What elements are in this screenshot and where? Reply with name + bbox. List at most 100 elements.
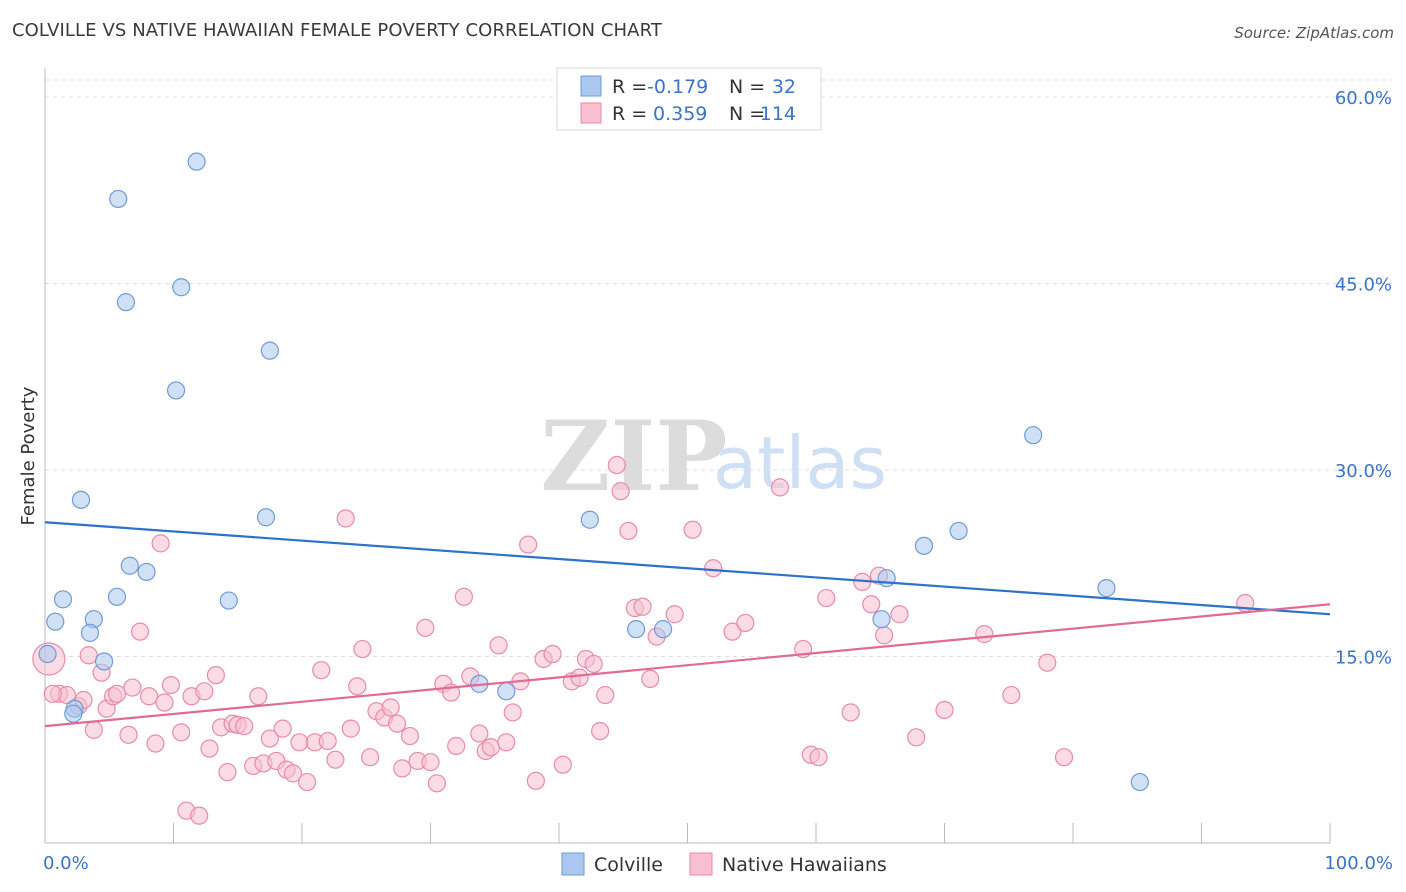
point-hawaiian-108 [975, 625, 994, 644]
point-hawaiian-10 [107, 684, 127, 703]
point-hawaiian-73 [526, 771, 545, 790]
point-colville-7 [256, 508, 276, 527]
point-hawaiian-95 [770, 478, 790, 497]
point-hawaiian-75 [543, 644, 562, 664]
legend-n-value-hawaiian: 114 [760, 103, 796, 125]
point-hawaiian-32 [249, 687, 268, 706]
point-hawaiian-45 [336, 509, 355, 528]
source-credit: Source: ZipAtlas.com [1234, 24, 1394, 42]
point-hawaiian-25 [206, 666, 226, 685]
point-colville-16 [95, 652, 114, 671]
point-colville-28 [949, 521, 968, 541]
legend-r-value-hawaiian: 0.359 [653, 103, 707, 125]
point-colville-23 [626, 620, 646, 639]
point-hawaiian-111 [1054, 748, 1074, 767]
point-hawaiian-68 [489, 636, 508, 655]
point-hawaiian-11 [119, 725, 138, 744]
point-colville-27 [914, 536, 934, 555]
point-hawaiian-5 [79, 646, 98, 665]
trend-lines [44, 521, 1331, 728]
point-colville-21 [497, 682, 516, 701]
point-colville-12 [219, 591, 238, 610]
x-tick-label-1: 100.0% [1324, 853, 1393, 874]
point-hawaiian-36 [273, 719, 292, 738]
legend-r-value-colville: -0.179 [647, 76, 708, 98]
point-hawaiian-105 [890, 605, 909, 624]
legend-r-label-colville: R = [612, 76, 647, 98]
legend-swatch-hawaiian [580, 102, 602, 124]
point-hawaiian-13 [130, 622, 150, 641]
point-hawaiian-46 [341, 719, 360, 738]
point-hawaiian-102 [862, 595, 881, 614]
point-hawaiian-110 [1038, 653, 1057, 672]
legend-r-label-hawaiian: R = [612, 103, 647, 125]
point-hawaiian-42 [312, 661, 331, 680]
point-hawaiian-52 [381, 698, 400, 717]
point-colville-3 [116, 293, 136, 312]
point-hawaiian-53 [387, 714, 407, 733]
point-hawaiian-48 [353, 639, 372, 659]
legend-swatch-colville [580, 75, 602, 97]
point-hawaiian-91 [683, 520, 702, 539]
point-hawaiian-47 [348, 677, 367, 696]
point-hawaiian-90 [665, 605, 684, 624]
point-hawaiian-39 [290, 733, 309, 752]
point-hawaiian-107 [935, 700, 954, 720]
point-colville-8 [120, 556, 139, 575]
point-hawaiian-43 [318, 731, 337, 751]
point-colville-10 [53, 590, 73, 609]
point-colville-5 [166, 381, 186, 400]
point-colville-1 [109, 189, 128, 209]
point-hawaiian-14 [139, 687, 159, 706]
watermark-zip: ZIP [540, 400, 727, 513]
y-tick-label-3: 60.0% [1335, 88, 1392, 109]
point-hawaiian-19 [172, 723, 191, 742]
x-tick-label-0: 0.0% [43, 853, 89, 874]
legend-bottom-label-colville: Colville [594, 854, 663, 876]
point-hawaiian-70 [503, 703, 522, 722]
point-colville-6 [71, 490, 91, 509]
legend-top: R = -0.179 N = 32 R = 0.359 N = 114 [556, 67, 822, 131]
legend-bottom-swatch-colville [561, 852, 585, 876]
point-hawaiian-40 [298, 772, 317, 792]
watermark-atlas: atlas [713, 421, 887, 505]
y-tick-label-0: 15.0% [1335, 648, 1392, 669]
point-colville-25 [872, 610, 891, 629]
y-tick-label-1: 30.0% [1335, 461, 1392, 482]
legend-n-label-colville: N = [729, 76, 765, 98]
point-hawaiian-85 [619, 521, 638, 541]
point-hawaiian-104 [875, 626, 894, 645]
point-colville-2 [172, 278, 191, 297]
point-hawaiian-55 [400, 726, 420, 746]
point-hawaiian-80 [584, 654, 603, 674]
chart-title: COLVILLE VS NATIVE HAWAIIAN FEMALE POVER… [12, 20, 662, 41]
point-hawaiian-34 [260, 729, 279, 748]
point-colville-0 [187, 152, 206, 171]
point-hawaiian-83 [607, 455, 626, 475]
series-colville-points [38, 152, 1149, 792]
point-colville-26 [877, 569, 896, 588]
legend-bottom-label-hawaiian: Native Hawaiians [722, 854, 887, 876]
point-hawaiian-100 [841, 703, 860, 722]
point-hawaiian-57 [416, 618, 435, 638]
point-hawaiian-16 [151, 534, 170, 553]
point-colville-22 [580, 510, 599, 529]
point-hawaiian-99 [817, 588, 836, 608]
point-colville-4 [260, 341, 279, 360]
point-hawaiian-49 [361, 748, 380, 767]
point-hawaiian-67 [481, 738, 500, 757]
point-hawaiian-62 [447, 736, 466, 756]
point-colville-15 [80, 623, 100, 642]
point-hawaiian-54 [393, 759, 412, 778]
point-hawaiian-58 [421, 753, 440, 772]
point-hawaiian-63 [454, 587, 474, 606]
point-colville-24 [653, 620, 673, 639]
y-tick-labels: 15.0% 30.0% 45.0% 60.0% [1335, 88, 1392, 669]
point-hawaiian-44 [326, 750, 345, 769]
legend-bottom: Colville Native Hawaiians [561, 852, 887, 876]
point-hawaiian-69 [497, 733, 516, 752]
point-colville-18 [38, 644, 57, 664]
point-hawaiian-109 [1002, 685, 1021, 705]
point-hawaiian-17 [155, 693, 174, 712]
point-hawaiian-76 [553, 755, 572, 774]
